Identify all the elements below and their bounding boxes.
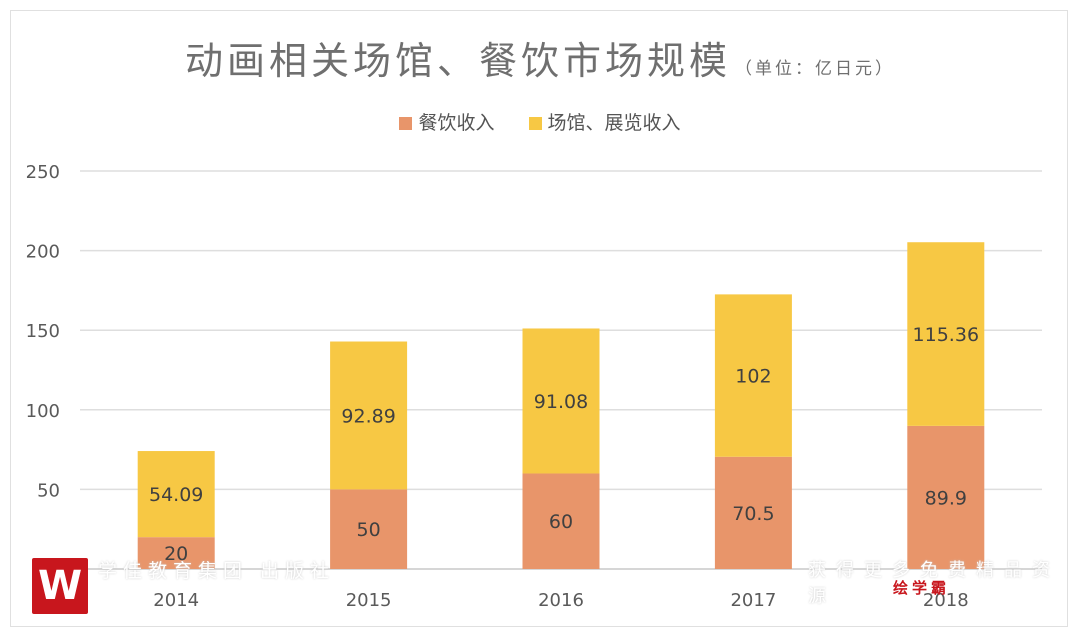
- data-label-venue-2014: 54.09: [149, 484, 203, 506]
- bar-food-2017: [714, 456, 792, 569]
- bar-food-2016: [522, 473, 600, 569]
- legend-item-food: 餐饮收入: [399, 108, 494, 135]
- watermark-left: W 学佳教育集团 出版社: [32, 558, 335, 614]
- data-label-food-2014: 20: [164, 543, 188, 565]
- y-tick-label-200: 200: [26, 242, 60, 263]
- x-tick-label-2014: 2014: [153, 590, 199, 611]
- legend-label-food: 餐饮收入: [418, 112, 495, 134]
- data-label-venue-2018: 115.36: [913, 324, 979, 346]
- bar-venue-2017: [714, 294, 792, 457]
- data-label-venue-2016: 91.08: [534, 391, 588, 413]
- chart-subtitle: （单位：亿日元）: [735, 59, 895, 79]
- chart-title: 动画相关场馆、餐饮市场规模 （单位：亿日元）: [0, 30, 1080, 85]
- y-tick-label-50: 50: [37, 480, 60, 501]
- legend-item-venue: 场馆、展览收入: [528, 108, 681, 135]
- watermark-logo: W: [32, 558, 88, 614]
- bar-venue-2014: [137, 451, 215, 538]
- data-label-venue-2015: 92.89: [341, 405, 395, 427]
- chart-title-text: 动画相关场馆、餐饮市场规模: [184, 39, 731, 83]
- bar-food-2018: [907, 425, 985, 569]
- legend-swatch-food: [399, 117, 413, 130]
- x-tick-label-2015: 2015: [346, 590, 392, 611]
- legend-label-venue: 场馆、展览收入: [547, 112, 681, 134]
- watermark-brand: 绘学霸: [893, 579, 951, 597]
- bar-venue-2015: [330, 341, 408, 490]
- y-tick-label-100: 100: [26, 401, 60, 422]
- x-tick-label-2017: 2017: [730, 590, 776, 611]
- chart-legend: 餐饮收入 场馆、展览收入: [0, 108, 1080, 135]
- data-label-food-2015: 50: [357, 519, 381, 541]
- watermark-right-text: 获得更多免费精品资源: [808, 560, 1060, 607]
- bar-food-2014: [137, 537, 215, 569]
- data-label-venue-2017: 102: [735, 366, 771, 388]
- x-tick-label-2018: 2018: [923, 590, 969, 611]
- bar-food-2015: [330, 489, 408, 569]
- data-label-food-2017: 70.5: [732, 503, 774, 525]
- data-label-food-2018: 89.9: [925, 487, 967, 509]
- bar-venue-2016: [522, 328, 600, 474]
- y-tick-label-250: 250: [26, 162, 60, 183]
- legend-swatch-venue: [528, 117, 542, 130]
- bar-venue-2018: [907, 242, 985, 426]
- x-tick-label-2016: 2016: [538, 590, 584, 611]
- data-label-food-2016: 60: [549, 511, 573, 533]
- y-tick-label-150: 150: [26, 321, 60, 342]
- watermark-left-text: 学佳教育集团 出版社: [98, 559, 336, 582]
